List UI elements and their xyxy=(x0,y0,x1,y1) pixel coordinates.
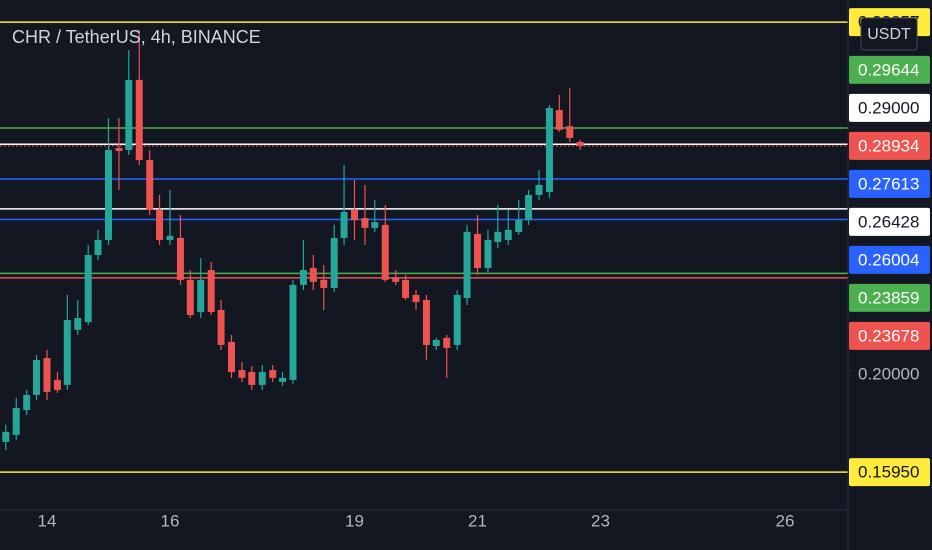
candle-body xyxy=(504,229,512,240)
level-label: 0.29000 xyxy=(858,98,919,117)
level-label-box xyxy=(849,55,930,84)
candle-body xyxy=(422,299,430,345)
level-label-box xyxy=(849,321,930,350)
candle-body xyxy=(555,110,563,130)
candle-body xyxy=(227,341,235,373)
currency-label[interactable]: USDT xyxy=(867,26,911,43)
x-tick-label: 16 xyxy=(161,511,180,530)
candle-body xyxy=(104,149,112,240)
level-label: 0.15950 xyxy=(858,463,919,482)
candle-body xyxy=(217,310,225,345)
candle-body xyxy=(207,270,215,313)
x-tick-label: 26 xyxy=(776,511,795,530)
candle-body xyxy=(299,270,307,285)
candle-body xyxy=(566,126,574,138)
candle-body xyxy=(197,279,205,313)
candle-body xyxy=(248,372,256,385)
candle-body xyxy=(84,255,92,323)
level-label: 0.29644 xyxy=(858,60,919,79)
candle-body xyxy=(576,141,584,146)
candle-body xyxy=(330,237,338,288)
level-label: 0.27613 xyxy=(858,174,919,193)
candle-body xyxy=(135,79,143,161)
candle-body xyxy=(63,320,71,385)
candle-body xyxy=(94,239,102,255)
candle-body xyxy=(320,279,328,288)
candle-body xyxy=(351,210,359,221)
candle-body xyxy=(238,370,246,378)
level-label-box xyxy=(849,93,930,122)
candle-body xyxy=(74,318,82,330)
candle-body xyxy=(371,222,379,228)
candle-body xyxy=(279,377,287,382)
candle-body xyxy=(463,231,471,298)
plot-area xyxy=(0,21,848,473)
candle-body xyxy=(340,212,348,238)
candle-body xyxy=(309,268,317,282)
level-label-box xyxy=(849,207,930,236)
x-tick-label: 19 xyxy=(345,511,364,530)
chart-title: CHR / TetherUS, 4h, BINANCE xyxy=(12,27,261,47)
candle-body xyxy=(474,233,482,269)
candle-body xyxy=(258,372,266,385)
candle-body xyxy=(2,431,10,442)
level-label: 0.23859 xyxy=(858,288,919,307)
candle-body xyxy=(432,339,440,346)
candle-body xyxy=(412,294,420,302)
level-label: 0.26428 xyxy=(858,212,919,231)
level-label-box xyxy=(849,283,930,312)
candle-body xyxy=(125,79,133,150)
candle-body xyxy=(381,224,389,280)
candle-body xyxy=(361,218,369,228)
candle-body xyxy=(156,210,164,240)
candle-body xyxy=(535,184,543,195)
candle-body xyxy=(545,108,553,192)
candle-body xyxy=(43,358,51,392)
level-label-box xyxy=(849,245,930,274)
level-label-box xyxy=(849,458,930,487)
last-price-label-box xyxy=(849,131,930,160)
candle-body xyxy=(289,284,297,380)
candle-body xyxy=(515,220,523,232)
candle-body xyxy=(166,235,174,240)
x-tick-label: 23 xyxy=(591,511,610,530)
candle-body xyxy=(443,337,451,348)
candle-body xyxy=(484,239,492,269)
level-label: 0.26004 xyxy=(858,250,919,269)
level-label: 0.23678 xyxy=(858,326,919,345)
candle-body xyxy=(53,379,61,390)
level-label-box xyxy=(849,169,930,198)
candle-body xyxy=(33,360,41,395)
candle-body xyxy=(453,294,461,345)
candle-body xyxy=(176,237,184,280)
currency-button[interactable] xyxy=(860,17,918,51)
candle-body xyxy=(392,277,400,282)
candle-body xyxy=(402,279,410,298)
candle-body xyxy=(115,147,123,151)
candle-body xyxy=(269,370,277,378)
candle-body xyxy=(186,279,194,316)
candle-body xyxy=(146,160,154,211)
x-tick-label: 14 xyxy=(38,511,57,530)
candle-body xyxy=(23,394,31,411)
y-tick-label: 0.20000 xyxy=(858,364,919,383)
x-tick-label: 21 xyxy=(468,511,487,530)
candle-body xyxy=(525,194,533,221)
last-price-label: 0.28934 xyxy=(858,136,919,155)
candle-body xyxy=(494,231,502,242)
price-axis: 0.290000.296440.338570.289340.276130.264… xyxy=(848,8,930,487)
candle-body xyxy=(12,408,20,435)
